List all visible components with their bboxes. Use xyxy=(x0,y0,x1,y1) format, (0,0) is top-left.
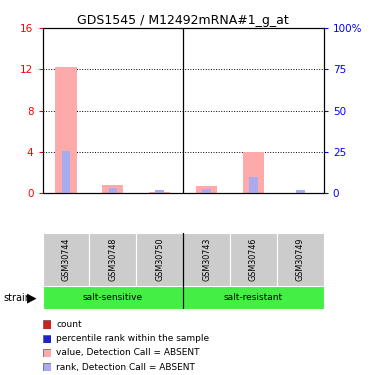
Bar xyxy=(56,68,77,193)
Title: GDS1545 / M12492mRNA#1_g_at: GDS1545 / M12492mRNA#1_g_at xyxy=(77,14,289,27)
Text: count: count xyxy=(56,320,82,329)
Bar xyxy=(202,189,211,193)
Bar xyxy=(109,188,117,193)
Text: strain: strain xyxy=(4,293,32,303)
Bar xyxy=(277,232,324,287)
Bar xyxy=(183,286,324,309)
Bar xyxy=(149,192,170,193)
Bar xyxy=(43,232,90,287)
Text: value, Detection Call = ABSENT: value, Detection Call = ABSENT xyxy=(56,348,200,357)
Text: GSM30750: GSM30750 xyxy=(155,238,164,281)
Bar xyxy=(196,186,217,193)
Text: GSM30744: GSM30744 xyxy=(61,238,70,281)
Text: rank, Detection Call = ABSENT: rank, Detection Call = ABSENT xyxy=(56,363,195,372)
Text: salt-sensitive: salt-sensitive xyxy=(83,293,143,302)
Bar xyxy=(155,190,164,193)
Bar xyxy=(183,232,230,287)
Text: percentile rank within the sample: percentile rank within the sample xyxy=(56,334,209,343)
Text: GSM30748: GSM30748 xyxy=(108,238,117,281)
Text: ▶: ▶ xyxy=(27,291,36,304)
Bar xyxy=(43,286,183,309)
Text: GSM30746: GSM30746 xyxy=(249,238,258,281)
Bar xyxy=(136,232,183,287)
Text: GSM30743: GSM30743 xyxy=(202,238,211,281)
Bar xyxy=(102,185,124,193)
Bar xyxy=(243,152,264,193)
Bar xyxy=(62,151,70,193)
Bar xyxy=(230,232,277,287)
Text: GSM30749: GSM30749 xyxy=(296,238,305,281)
Bar xyxy=(90,232,136,287)
Bar xyxy=(296,190,305,193)
Bar xyxy=(249,177,258,193)
Text: salt-resistant: salt-resistant xyxy=(224,293,283,302)
